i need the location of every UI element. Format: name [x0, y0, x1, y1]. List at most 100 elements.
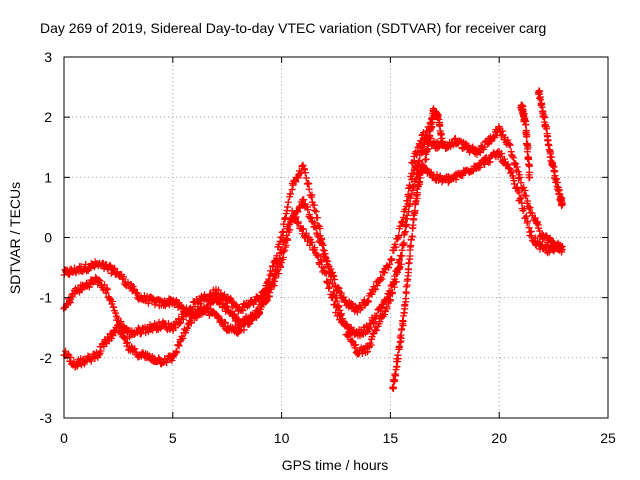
data-point	[284, 198, 292, 206]
data-point	[486, 158, 494, 166]
data-point	[177, 319, 185, 327]
data-point	[402, 221, 410, 229]
data-point	[395, 256, 403, 264]
data-point	[497, 153, 505, 161]
y-tick-label: -1	[40, 290, 53, 306]
data-point	[407, 172, 415, 180]
data-point	[523, 148, 531, 156]
data-point	[459, 171, 467, 179]
data-point	[103, 286, 111, 294]
data-point	[120, 273, 128, 281]
data-point	[508, 168, 516, 176]
data-point	[398, 326, 406, 334]
data-point	[302, 174, 310, 182]
data-point	[117, 318, 125, 326]
data-point	[131, 345, 139, 353]
data-point	[340, 293, 348, 301]
data-point	[400, 309, 408, 317]
data-point	[337, 310, 345, 318]
data-point	[553, 179, 561, 187]
data-point	[292, 213, 300, 221]
data-point	[124, 338, 132, 346]
data-point	[262, 298, 270, 306]
data-point	[284, 203, 292, 211]
y-tick-label: -2	[40, 350, 53, 366]
data-point	[131, 285, 139, 293]
data-point	[324, 263, 332, 271]
y-tick-label: 2	[44, 109, 52, 125]
data-point	[371, 285, 379, 293]
data-point	[517, 179, 525, 187]
data-point	[112, 309, 120, 317]
data-point	[279, 254, 287, 262]
data-point	[308, 238, 316, 246]
data-point	[409, 224, 417, 232]
data-point	[301, 169, 309, 177]
data-point	[513, 183, 521, 191]
data-point	[411, 206, 419, 214]
data-point	[394, 355, 402, 363]
data-point	[323, 277, 331, 285]
series-track-a	[60, 106, 438, 329]
data-point	[308, 191, 316, 199]
data-point	[316, 225, 324, 233]
data-point	[87, 357, 95, 365]
data-point	[393, 235, 401, 243]
data-point	[515, 174, 523, 182]
data-point	[325, 284, 333, 292]
data-point	[373, 282, 381, 290]
data-point	[403, 211, 411, 219]
data-point	[332, 294, 340, 302]
data-point	[175, 342, 183, 350]
data-point	[82, 260, 90, 268]
data-point	[281, 214, 289, 222]
data-point	[194, 311, 202, 319]
data-point	[334, 283, 342, 291]
data-points	[60, 87, 566, 393]
data-point	[326, 268, 334, 276]
data-point	[300, 196, 308, 204]
data-point	[329, 280, 337, 288]
data-point	[299, 225, 307, 233]
data-point	[268, 270, 276, 278]
data-point	[406, 252, 414, 260]
data-point	[537, 241, 545, 249]
data-point	[273, 252, 281, 260]
data-point	[402, 215, 410, 223]
data-point	[398, 252, 406, 260]
data-point	[305, 185, 313, 193]
data-point	[168, 356, 176, 364]
data-point	[525, 154, 533, 162]
data-point	[513, 163, 521, 171]
data-point	[304, 206, 312, 214]
data-point	[498, 127, 506, 135]
data-point	[449, 141, 457, 149]
x-axis-label: GPS time / hours	[282, 457, 389, 473]
data-point	[397, 260, 405, 268]
data-point	[522, 192, 530, 200]
data-point	[500, 155, 508, 163]
data-point	[386, 260, 394, 268]
data-point	[404, 266, 412, 274]
data-point	[258, 294, 266, 302]
data-point	[365, 325, 373, 333]
series-track-d	[388, 161, 427, 393]
data-point	[278, 228, 286, 236]
data-point	[378, 314, 386, 322]
data-point	[116, 323, 124, 331]
data-point	[348, 337, 356, 345]
data-point	[456, 137, 464, 145]
data-point	[272, 257, 280, 265]
data-point	[402, 283, 410, 291]
data-point	[558, 246, 566, 254]
axis-ticks: 0 5 10 15 20 25 -3 -2 -1 0 1 2 3	[40, 49, 616, 446]
data-point	[381, 311, 389, 319]
data-point	[370, 329, 378, 337]
series-track-b	[60, 147, 566, 341]
data-point	[405, 259, 413, 267]
data-point	[558, 200, 566, 208]
data-point	[110, 303, 118, 311]
data-point	[322, 256, 330, 264]
data-point	[385, 263, 393, 271]
